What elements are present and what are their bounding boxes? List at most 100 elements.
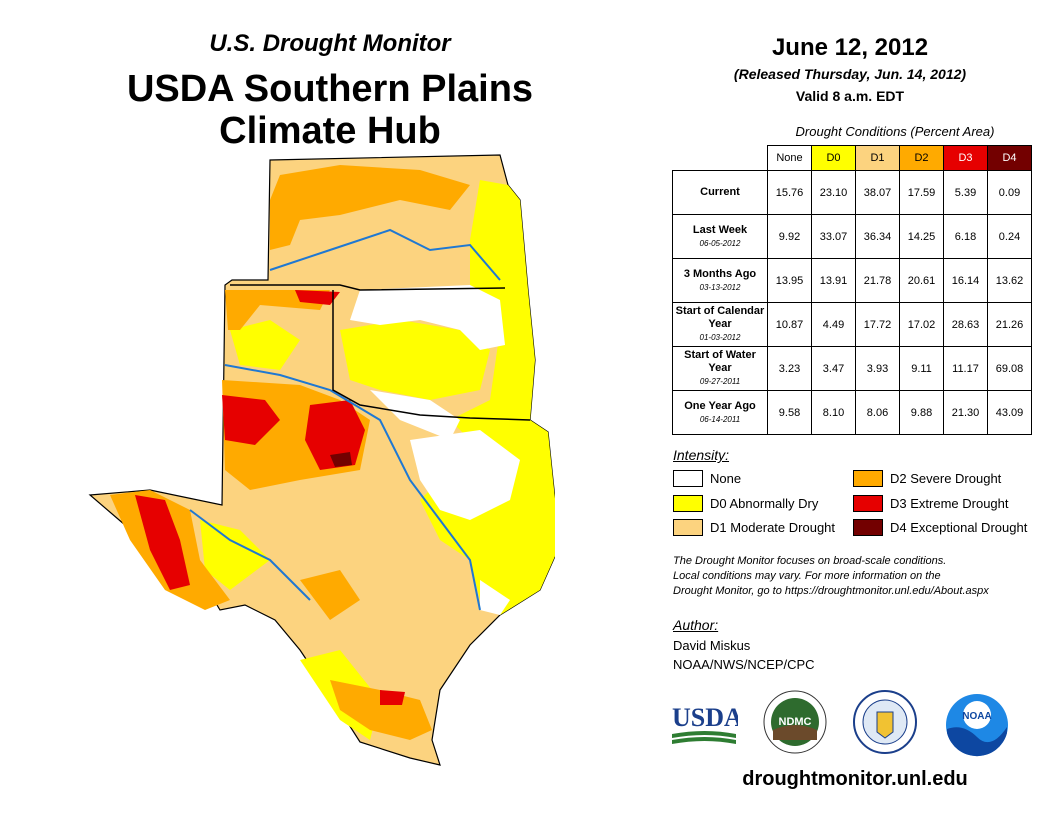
legend-label: None [710, 471, 742, 486]
table-cell: 28.63 [943, 302, 988, 347]
table-cell: 9.58 [767, 390, 812, 435]
table-row: Last Week 06-05-2012 9.92 33.07 36.34 14.… [672, 214, 1032, 259]
author-name: David Miskus [673, 638, 751, 653]
d4-area [330, 452, 352, 467]
legend-heading: Intensity: [673, 447, 730, 463]
table-cell: 9.11 [899, 346, 944, 391]
noaa-logo: NOAA [946, 694, 1008, 757]
table-cell: 9.88 [899, 390, 944, 435]
table-cell: 38.07 [855, 170, 900, 215]
legend-item-d0: D0 Abnormally Dry [673, 495, 818, 512]
footer-url[interactable]: droughtmonitor.unl.edu [742, 768, 968, 790]
legend-item-d3: D3 Extreme Drought [853, 495, 1009, 512]
column-header: D2 [899, 145, 944, 171]
row-label: Current [672, 170, 768, 215]
table-cell: 14.25 [899, 214, 944, 259]
legend-swatch [673, 495, 703, 512]
legend-label: D4 Exceptional Drought [890, 520, 1028, 535]
d3-area-far-west [135, 495, 190, 590]
d3-area-nw-tx [222, 395, 280, 445]
legend-swatch [673, 519, 703, 536]
table-row: Start of Calendar Year 01-03-2012 10.87 4… [672, 302, 1032, 347]
table-cell: 21.26 [987, 302, 1032, 347]
table-cell: 17.59 [899, 170, 944, 215]
table-row: Start of Water Year 09-27-2011 3.23 3.47 … [672, 346, 1032, 391]
table-cell: 11.17 [943, 346, 988, 391]
table-cell: 17.72 [855, 302, 900, 347]
table-cell: 3.23 [767, 346, 812, 391]
table-cell: 3.47 [811, 346, 856, 391]
table-cell: 8.10 [811, 390, 856, 435]
table-cell: 36.34 [855, 214, 900, 259]
note-line: Local conditions may vary. For more info… [673, 570, 941, 582]
table-cell: 8.06 [855, 390, 900, 435]
d2-area-south [330, 680, 432, 740]
state-border [332, 290, 531, 421]
legend-item-d4: D4 Exceptional Drought [853, 519, 1027, 536]
legend-label: D2 Severe Drought [890, 471, 1002, 486]
usda-logo: USDA [672, 703, 738, 744]
table-cell: 43.09 [987, 390, 1032, 435]
table-header-row: None D0 D1 D2 D3 D4 [673, 145, 1032, 171]
column-header: D0 [811, 145, 856, 171]
doc-seal-logo [853, 690, 917, 754]
state-border [230, 284, 506, 291]
row-label: One Year Ago 06-14-2011 [672, 390, 768, 435]
river [269, 228, 501, 281]
river [189, 509, 311, 601]
d3-area-south [380, 690, 405, 705]
table-cell: 21.78 [855, 258, 900, 303]
table-cell: 0.24 [987, 214, 1032, 259]
row-date: 01-03-2012 [699, 333, 741, 342]
table-row: One Year Ago 06-14-2011 9.58 8.10 8.06 9.… [672, 390, 1032, 435]
none-area-tx [410, 430, 520, 520]
noaa-logo-text: NOAA [962, 711, 991, 722]
table-cell: 17.02 [899, 302, 944, 347]
usda-logo-text: USDA [672, 703, 738, 732]
legend-label: D3 Extreme Drought [890, 496, 1009, 511]
note-line: Drought Monitor, go to https://droughtmo… [673, 585, 989, 597]
table-cell: 33.07 [811, 214, 856, 259]
table-cell: 20.61 [899, 258, 944, 303]
row-date: 09-27-2011 [699, 377, 741, 386]
table-row: 3 Months Ago 03-13-2012 13.95 13.91 21.78… [672, 258, 1032, 303]
release-date: (Released Thursday, Jun. 14, 2012) [733, 66, 967, 82]
table-cell: 16.14 [943, 258, 988, 303]
none-area-ok [350, 285, 505, 350]
d3-area-panhandle [295, 290, 340, 305]
row-date: 06-14-2011 [699, 414, 741, 424]
table-cell: 23.10 [811, 170, 856, 215]
ndmc-logo-text: NDMC [779, 716, 812, 728]
row-date: 06-05-2012 [699, 238, 741, 248]
row-date: 03-13-2012 [699, 282, 741, 292]
row-label: Start of Water Year 09-27-2011 [672, 346, 768, 391]
table-cell: 13.91 [811, 258, 856, 303]
table-cell: 5.39 [943, 170, 988, 215]
column-header: D1 [855, 145, 900, 171]
table-cell: 69.08 [987, 346, 1032, 391]
legend-swatch [853, 519, 883, 536]
author-heading: Author: [673, 617, 719, 633]
note-line: The Drought Monitor focuses on broad-sca… [673, 555, 947, 567]
table-cell: 13.62 [987, 258, 1032, 303]
row-label: Last Week 06-05-2012 [672, 214, 768, 259]
river [224, 364, 481, 611]
legend-swatch [853, 495, 883, 512]
table-corner [673, 146, 768, 171]
map-title: USDA Southern Plains Climate Hub [126, 68, 534, 152]
legend-item-d2: D2 Severe Drought [853, 470, 1001, 487]
d0-area-central [340, 320, 490, 400]
table-row: Current 15.76 23.10 38.07 17.59 5.39 0.0… [672, 170, 1032, 215]
table-cell: 10.87 [767, 302, 812, 347]
disclaimer-note: The Drought Monitor focuses on broad-sca… [673, 554, 1043, 599]
d0-area-west [230, 320, 300, 370]
none-area-ok2 [370, 390, 460, 440]
legend-swatch [853, 470, 883, 487]
legend-label: D1 Moderate Drought [710, 520, 836, 535]
map-subtitle: U.S. Drought Monitor [209, 30, 451, 57]
table-cell: 9.92 [767, 214, 812, 259]
table-cell: 0.09 [987, 170, 1032, 215]
column-header: D4 [987, 145, 1032, 171]
table-cell: 13.95 [767, 258, 812, 303]
legend-item-d1: D1 Moderate Drought [673, 519, 835, 536]
